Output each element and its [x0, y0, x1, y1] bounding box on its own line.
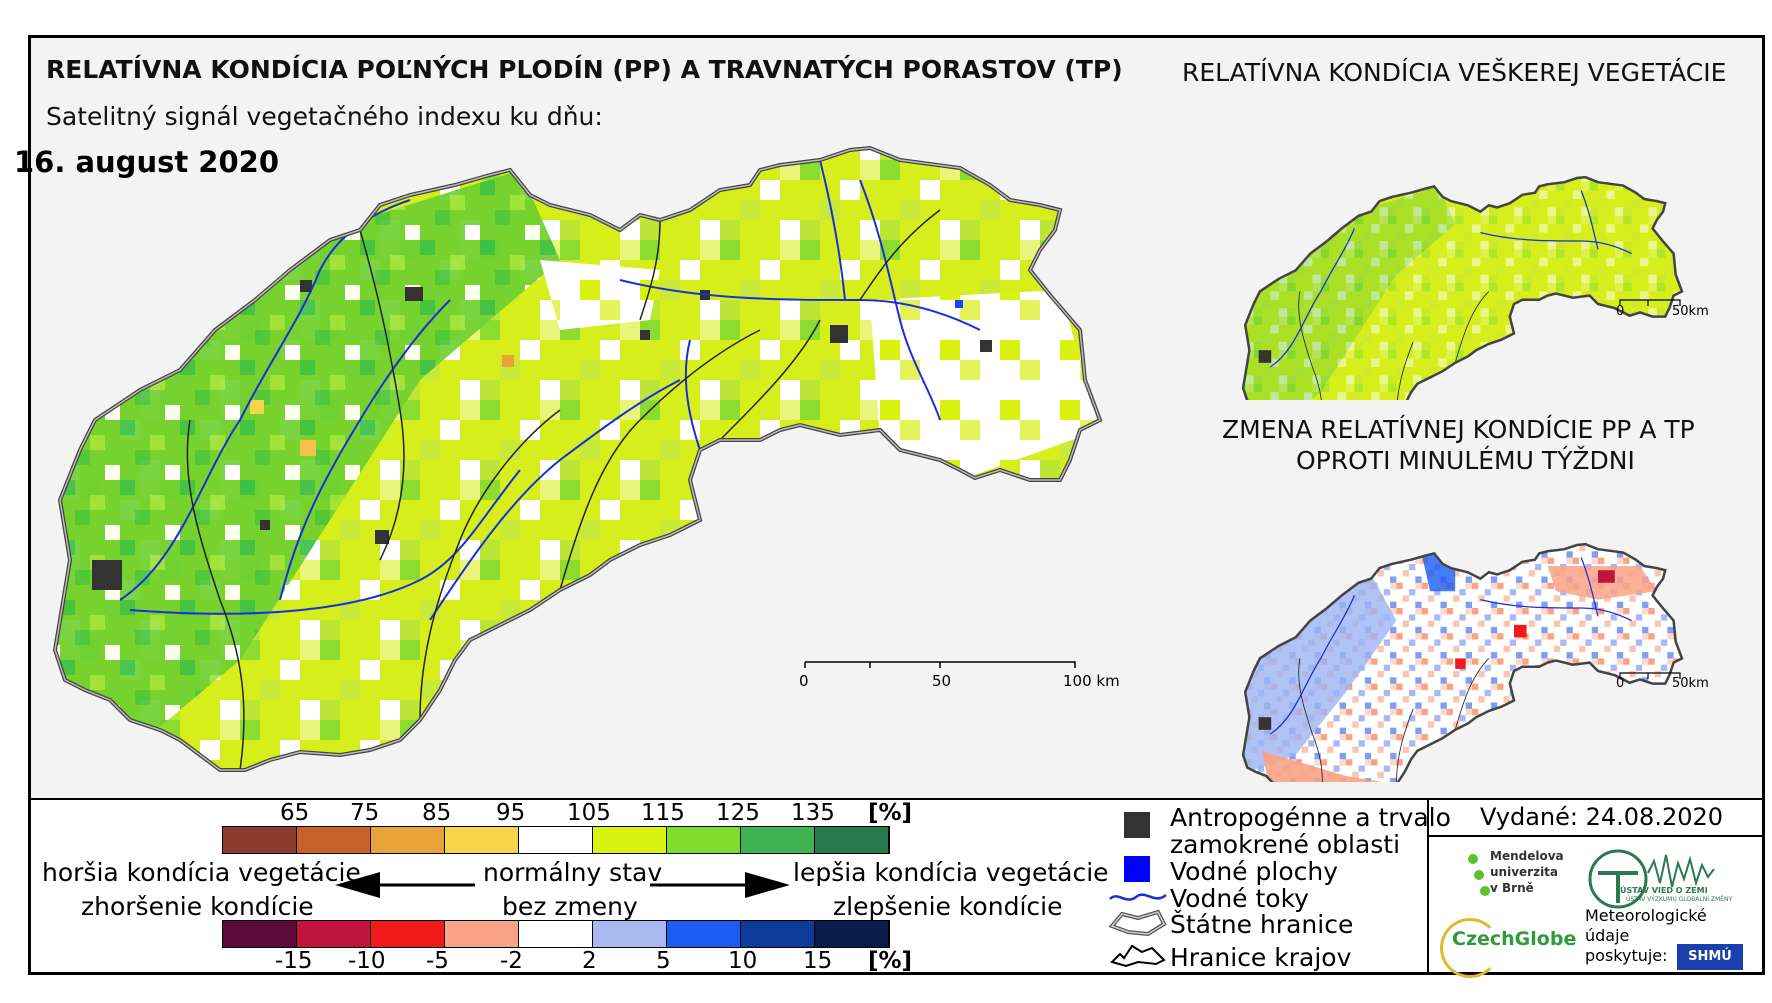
better-condition-label: lepšia kondícia vegetácie	[793, 858, 1109, 887]
scale-color-cell	[297, 827, 371, 853]
legend-rivers: Vodné toky	[1170, 884, 1309, 913]
right-arrow-icon	[650, 872, 790, 898]
legend-anthropogenic-2: zamokrené oblasti	[1170, 830, 1401, 859]
river-line-icon	[1109, 893, 1167, 901]
ustav-logo-icon	[1588, 849, 1715, 909]
chg-tick: -10	[348, 948, 386, 974]
small1-scale-50: 50km	[1672, 304, 1709, 319]
chg-tick: -15	[275, 948, 313, 974]
cond-tick: 85	[422, 800, 452, 826]
scale-color-cell	[519, 827, 593, 853]
cond-tick: 115	[641, 800, 685, 826]
scale-color-cell	[371, 827, 445, 853]
scale-color-cell	[297, 921, 371, 947]
cond-unit: [%]	[868, 800, 913, 826]
date-label: 16. august 2020	[14, 145, 280, 179]
legend-region-border: Hranice krajov	[1170, 943, 1352, 972]
legend-state-border: Štátne hranice	[1170, 910, 1354, 939]
scale-color-cell	[519, 921, 593, 947]
scale-color-cell	[445, 921, 519, 947]
scale-color-cell	[815, 921, 889, 947]
shmu-logo: SHMÚ	[1677, 944, 1743, 970]
chg-tick: 10	[728, 948, 758, 974]
improvement-label: zlepšenie kondície	[833, 892, 1063, 921]
worsening-label: zhoršenie kondície	[81, 892, 314, 921]
main-title: RELATÍVNA KONDÍCIA POĽNÝCH PLODÍN (PP) A…	[46, 55, 1123, 84]
small2-scale-0: 0	[1616, 676, 1625, 691]
cond-tick: 75	[350, 800, 380, 826]
main-map	[53, 146, 1102, 772]
subtitle: Satelitný signál vegetačného indexu ku d…	[46, 102, 603, 131]
scale-color-cell	[667, 921, 741, 947]
anthropogenic-area-swatch	[1124, 812, 1150, 838]
cond-tick: 65	[280, 800, 310, 826]
scale-color-cell	[741, 921, 815, 947]
small2-scale-50: 50km	[1672, 676, 1709, 691]
scale-color-cell	[223, 827, 297, 853]
mid-right-title-2: OPROTI MINULÉMU TÝŽDNI	[1296, 446, 1635, 475]
scale-color-cell	[667, 827, 741, 853]
meteo-provider: Meteorologické údaje poskytuje:	[1585, 906, 1707, 966]
scale-color-cell	[815, 827, 889, 853]
normal-state-label: normálny stav	[483, 858, 663, 887]
cond-tick: 125	[716, 800, 760, 826]
main-scale-50: 50	[932, 672, 952, 690]
state-border-icon	[1108, 909, 1167, 937]
mid-right-title-1: ZMENA RELATÍVNEJ KONDÍCIE PP A TP	[1222, 415, 1695, 444]
chg-tick: 5	[656, 948, 671, 974]
small-map-vegetation	[1241, 175, 1684, 400]
meteo-line-3: poskytuje:	[1585, 946, 1668, 965]
no-change-label: bez zmeny	[502, 892, 638, 921]
chg-tick: 15	[803, 948, 833, 974]
issued-date: Vydané: 24.08.2020	[1480, 803, 1724, 831]
mendel-logo: Mendelova univerzita v Brně	[1468, 848, 1588, 906]
chg-tick: -2	[500, 948, 523, 974]
meteo-line-2: údaje	[1585, 926, 1630, 945]
cond-tick: 95	[496, 800, 526, 826]
chg-tick: 2	[582, 948, 597, 974]
scale-color-cell	[741, 827, 815, 853]
condition-color-bar	[222, 826, 890, 854]
scale-color-cell	[593, 827, 667, 853]
mendel-line-2: univerzita	[1490, 865, 1559, 879]
czechglobe-logo: CzechGlobe	[1452, 928, 1577, 950]
worse-condition-label: horšia kondícia vegetácie	[42, 858, 361, 887]
water-area-swatch	[1124, 856, 1150, 882]
scale-color-cell	[445, 827, 519, 853]
region-border-icon	[1110, 944, 1166, 968]
small-map-change	[1241, 542, 1684, 782]
meteo-line-1: Meteorologické	[1585, 906, 1707, 925]
main-scale-0: 0	[799, 672, 809, 690]
cond-tick: 135	[791, 800, 835, 826]
ustav-text: ÚSTAV VIED O ZEMI	[1620, 886, 1708, 895]
change-color-bar	[222, 920, 890, 948]
czechglobe-emblem	[1440, 918, 1500, 978]
scale-color-cell	[593, 921, 667, 947]
top-right-title: RELATÍVNA KONDÍCIA VEŠKEREJ VEGETÁCIE	[1182, 58, 1727, 87]
legend-anthropogenic-1: Antropogénne a trvalo	[1170, 803, 1451, 832]
scale-color-cell	[223, 921, 297, 947]
main-scalebar	[804, 661, 1076, 668]
chg-unit: [%]	[868, 948, 913, 974]
ustav-subtext: ÚSTAV VÝZKUMU GLOBÁLNÍ ZMĚNY	[1626, 896, 1733, 903]
legend-divider-h	[1427, 835, 1765, 837]
cond-tick: 105	[567, 800, 611, 826]
chg-tick: -5	[426, 948, 449, 974]
small1-scale-0: 0	[1616, 304, 1625, 319]
scale-color-cell	[371, 921, 445, 947]
mendel-line-3: v Brně	[1490, 881, 1534, 895]
legend-divider	[1427, 798, 1429, 975]
legend-water-areas: Vodné plochy	[1170, 857, 1338, 886]
left-arrow-icon	[335, 872, 475, 898]
mendel-line-1: Mendelova	[1490, 849, 1564, 863]
main-scale-100: 100 km	[1063, 672, 1120, 690]
